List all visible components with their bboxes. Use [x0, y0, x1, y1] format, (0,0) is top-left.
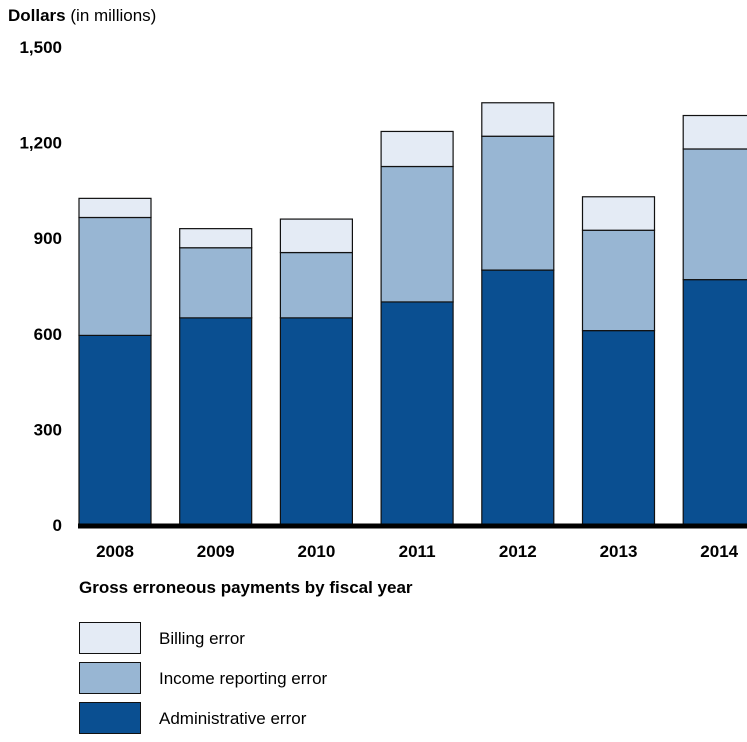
bar-segment-administrative-error	[79, 335, 151, 525]
x-tick-label: 2009	[197, 542, 235, 561]
bar-segment-billing-error	[180, 229, 252, 248]
x-axis-title: Gross erroneous payments by fiscal year	[79, 578, 413, 598]
bar-segment-income-reporting-error	[280, 253, 352, 318]
bar-segment-billing-error	[683, 116, 747, 149]
y-tick-label: 0	[53, 516, 62, 535]
y-tick-label: 1,500	[19, 38, 62, 57]
bar-segment-administrative-error	[583, 331, 655, 525]
bar-segment-income-reporting-error	[683, 149, 747, 280]
bar-segment-income-reporting-error	[180, 248, 252, 318]
bar-segment-billing-error	[482, 103, 554, 136]
legend-label-administrative: Administrative error	[159, 709, 306, 729]
legend-swatch-income-reporting	[79, 662, 141, 694]
x-tick-label: 2008	[96, 542, 134, 561]
bar-segment-administrative-error	[683, 280, 747, 525]
bar-segment-income-reporting-error	[583, 230, 655, 330]
bar-segment-administrative-error	[482, 270, 554, 525]
bar-segment-income-reporting-error	[79, 217, 151, 335]
bar-segment-income-reporting-error	[381, 167, 453, 302]
bar-segment-billing-error	[280, 219, 352, 252]
legend-label-billing: Billing error	[159, 629, 245, 649]
bar-segment-administrative-error	[381, 302, 453, 525]
y-tick-label: 900	[34, 229, 62, 248]
bar-segment-income-reporting-error	[482, 136, 554, 270]
x-tick-label: 2013	[600, 542, 638, 561]
y-tick-label: 600	[34, 325, 62, 344]
bar-segment-administrative-error	[280, 318, 352, 525]
legend-label-income-reporting: Income reporting error	[159, 669, 327, 689]
x-tick-label: 2014	[700, 542, 738, 561]
bar-segment-administrative-error	[180, 318, 252, 525]
x-tick-label: 2011	[399, 542, 436, 561]
bar-segment-billing-error	[79, 198, 151, 217]
bar-segment-billing-error	[381, 131, 453, 166]
x-tick-label: 2012	[499, 542, 537, 561]
legend-swatch-administrative	[79, 702, 141, 734]
y-tick-label: 300	[34, 420, 62, 439]
legend-swatch-billing	[79, 622, 141, 654]
bar-segment-billing-error	[583, 197, 655, 230]
x-tick-label: 2010	[297, 542, 335, 561]
y-tick-label: 1,200	[19, 134, 62, 153]
